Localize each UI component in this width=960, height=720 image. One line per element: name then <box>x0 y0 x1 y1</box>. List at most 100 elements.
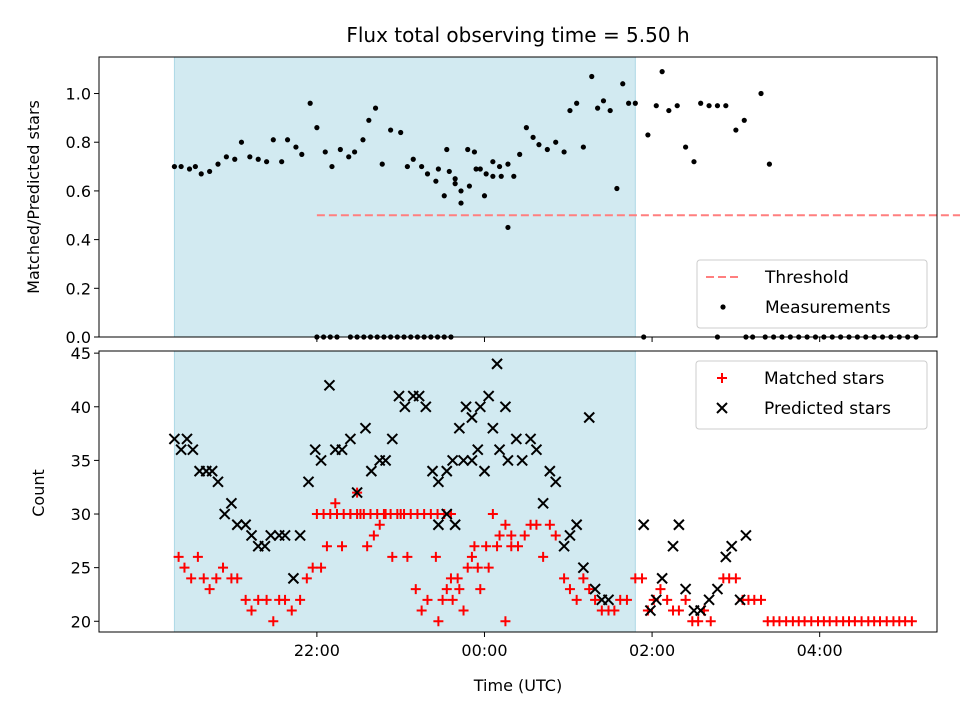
legend-label: Matched stars <box>764 369 884 389</box>
matched-star-point <box>402 551 413 562</box>
matched-star-point <box>906 616 917 627</box>
measurement-point <box>477 166 483 172</box>
measurement-point <box>523 125 529 131</box>
y-tick-label: 0.2 <box>66 279 91 298</box>
matched-star-point <box>246 605 257 616</box>
measurement-point <box>198 171 204 177</box>
predicted-star-point <box>265 529 277 542</box>
matched-star-point <box>609 605 620 616</box>
count-y-ticks: 20 25 30 35 40 45 <box>71 344 99 631</box>
measurement-point <box>498 173 504 179</box>
matched-star-point <box>301 573 312 584</box>
predicted-star-point <box>740 529 752 542</box>
measurement-point <box>758 90 764 97</box>
matched-star-point <box>295 594 306 605</box>
measurement-point <box>766 161 773 167</box>
measurement-point <box>530 134 536 140</box>
matched-star-point <box>316 562 327 573</box>
predicted-star-point <box>351 486 363 499</box>
predicted-star-point <box>420 401 432 413</box>
matched-star-point <box>330 498 341 509</box>
matched-star-point <box>452 573 463 584</box>
measurement-point <box>567 107 573 114</box>
predicted-star-point <box>279 529 291 542</box>
predicted-star-point <box>510 433 523 445</box>
measurement-points <box>171 69 919 340</box>
matched-star-point <box>590 594 601 605</box>
y-tick-label: 1.0 <box>66 85 91 104</box>
predicted-star-point <box>466 411 478 424</box>
measurement-point <box>589 73 595 80</box>
measurement-point <box>435 166 441 172</box>
measurement-point <box>215 161 221 167</box>
measurement-point <box>186 166 193 172</box>
matched-star-point <box>345 509 356 520</box>
predicted-star-point <box>457 454 470 467</box>
legend-predicted-swatch <box>716 402 728 414</box>
measurement-point <box>329 163 335 170</box>
measurement-point <box>279 159 285 165</box>
measurement-point <box>607 107 613 114</box>
matched-star-point <box>433 616 444 627</box>
matched-star-point <box>286 605 297 616</box>
predicted-star-point <box>703 594 715 606</box>
measurement-point <box>178 163 184 170</box>
matched-star-point <box>500 616 511 627</box>
matched-star-point <box>387 551 398 562</box>
matched-star-point <box>307 562 318 573</box>
matched-star-point <box>705 616 716 627</box>
measurement-point <box>270 137 276 143</box>
measurement-point <box>733 127 739 133</box>
matched-star-point <box>475 584 486 595</box>
y-tick-label: 40 <box>71 398 91 417</box>
measurement-point <box>171 163 178 170</box>
predicted-star-point <box>650 594 662 606</box>
matched-star-point <box>559 573 570 584</box>
measurement-point <box>574 100 580 106</box>
measurement-point <box>337 146 343 153</box>
measurement-point <box>223 154 229 160</box>
matched-star-point <box>179 562 190 573</box>
predicted-star-point <box>544 465 556 477</box>
matched-star-point <box>693 616 704 627</box>
measurement-point <box>444 146 450 153</box>
y-tick-label: 0.0 <box>66 328 91 347</box>
predicted-star-point <box>449 519 461 531</box>
matched-star-point <box>380 509 391 520</box>
measurement-point <box>465 146 471 153</box>
x-tick-label: 00:00 <box>461 641 507 660</box>
measurement-point <box>424 171 431 177</box>
matched-star-point <box>487 509 498 520</box>
matched-star-point <box>492 541 503 552</box>
measurement-point <box>388 127 394 133</box>
measurement-point <box>307 100 313 106</box>
measurement-point <box>496 163 503 170</box>
ratio-y-axis-label: Matched/Predicted stars <box>24 100 43 294</box>
ratio-y-ticks: 0.0 0.2 0.4 0.6 0.8 1.0 <box>66 85 99 347</box>
matched-star-point <box>437 594 448 605</box>
measurement-point <box>511 173 517 179</box>
matched-star-point <box>472 562 483 573</box>
predicted-star-point <box>359 422 372 434</box>
measurement-point <box>466 183 472 189</box>
predicted-star-point <box>673 519 685 531</box>
predicted-stars-points <box>168 358 752 617</box>
matched-star-point <box>416 605 427 616</box>
predicted-star-point <box>589 583 601 595</box>
matched-star-point <box>680 594 691 605</box>
matched-star-point <box>458 605 469 616</box>
measurement-point <box>351 149 358 155</box>
chart-title: Flux total observing time = 5.50 h <box>346 23 689 47</box>
matched-star-point <box>173 551 184 562</box>
predicted-star-point <box>656 572 668 585</box>
predicted-star-point <box>466 454 478 467</box>
count-y-axis-label: Count <box>29 469 48 517</box>
matched-star-point <box>321 541 332 552</box>
predicted-star-point <box>550 476 562 488</box>
x-tick-label: 02:00 <box>629 641 675 660</box>
matched-star-point <box>564 584 575 595</box>
matched-star-point <box>673 605 684 616</box>
measurement-point <box>473 166 479 172</box>
measurement-point <box>238 139 245 145</box>
measurement-point <box>441 193 447 199</box>
